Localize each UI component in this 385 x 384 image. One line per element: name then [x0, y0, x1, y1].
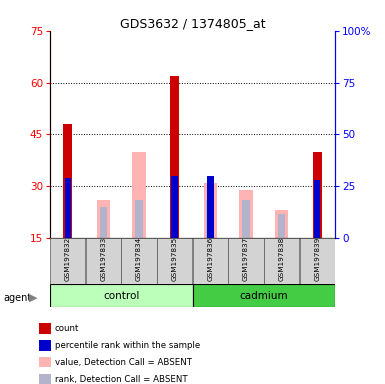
Bar: [121, 238, 157, 284]
Text: GSM197832: GSM197832: [65, 237, 71, 281]
Text: GSM197835: GSM197835: [172, 237, 178, 281]
Text: GSM197834: GSM197834: [136, 237, 142, 281]
Bar: [50, 238, 85, 284]
Bar: [206, 200, 214, 238]
Bar: [97, 200, 110, 238]
Text: cadmium: cadmium: [239, 291, 288, 301]
Bar: [314, 180, 320, 238]
Bar: [228, 238, 264, 284]
Bar: [207, 176, 214, 238]
Bar: [275, 210, 288, 238]
Text: control: control: [103, 291, 139, 301]
Text: GSM197836: GSM197836: [207, 237, 213, 281]
Text: GSM197839: GSM197839: [314, 237, 320, 281]
Bar: [171, 176, 178, 238]
Text: percentile rank within the sample: percentile rank within the sample: [55, 341, 200, 350]
Bar: [204, 183, 217, 238]
Bar: [239, 190, 253, 238]
Bar: [300, 238, 335, 284]
Bar: [170, 76, 179, 238]
Bar: [278, 214, 285, 238]
Bar: [157, 238, 192, 284]
Text: GSM197838: GSM197838: [278, 237, 285, 281]
Bar: [264, 238, 299, 284]
Text: count: count: [55, 324, 79, 333]
Bar: [192, 284, 335, 307]
Text: value, Detection Call = ABSENT: value, Detection Call = ABSENT: [55, 358, 192, 367]
Bar: [192, 238, 228, 284]
Bar: [100, 207, 107, 238]
Text: ▶: ▶: [28, 293, 37, 303]
Bar: [86, 238, 121, 284]
Title: GDS3632 / 1374805_at: GDS3632 / 1374805_at: [120, 17, 265, 30]
Text: GSM197837: GSM197837: [243, 237, 249, 281]
Bar: [135, 200, 143, 238]
Text: rank, Detection Call = ABSENT: rank, Detection Call = ABSENT: [55, 374, 187, 384]
Text: agent: agent: [4, 293, 32, 303]
Bar: [313, 152, 321, 238]
Bar: [65, 178, 71, 238]
Text: GSM197833: GSM197833: [100, 237, 107, 281]
Bar: [50, 284, 192, 307]
Bar: [64, 124, 72, 238]
Bar: [132, 152, 146, 238]
Bar: [242, 200, 250, 238]
